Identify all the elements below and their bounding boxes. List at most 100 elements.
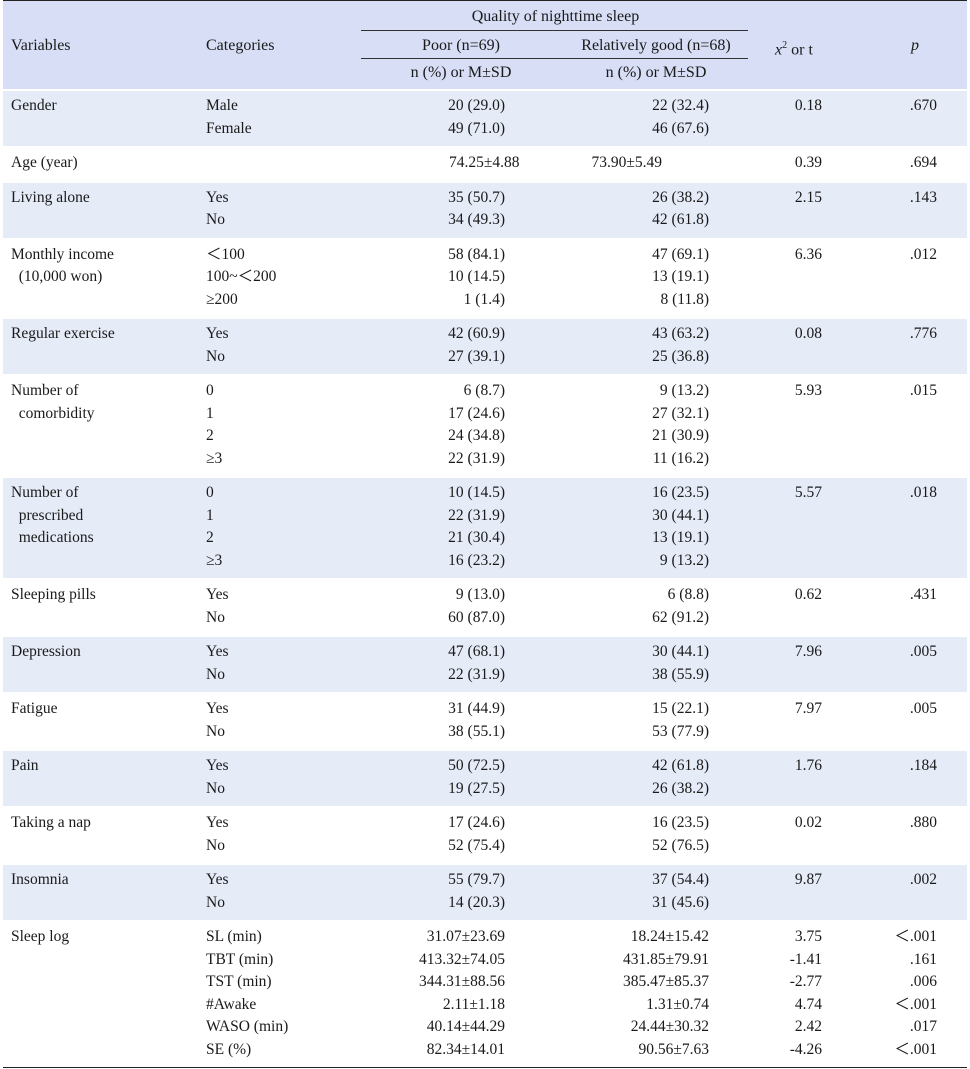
good-value-line: 30 (44.1)	[652, 643, 709, 660]
category-line: ≥200	[206, 290, 238, 308]
good-value-line: 31 (45.6)	[652, 893, 709, 911]
poor-value-cell: 58 (84.1) 10 (14.5) 1 (1.4)	[448, 244, 505, 312]
table-row: Fatigue Yes No 31 (44.9) 38 (55.1) 15 (22.1) 5…	[3, 692, 967, 751]
poor-value-cell: 31.07±23.69 413.32±74.05 344.31±88.56 2.11±…	[419, 926, 505, 1061]
variable-cell: Sleep log	[11, 926, 69, 949]
good-value-cell: 37 (54.4) 31 (45.6)	[652, 869, 709, 914]
header-variables: Variables	[11, 37, 71, 54]
good-value-cell: 15 (22.1) 53 (77.9)	[652, 698, 709, 743]
poor-value-line: 34 (49.3)	[448, 211, 505, 228]
p-value-line: .670	[909, 97, 937, 114]
statistic-line: 6.36	[794, 245, 822, 263]
good-value-line: 1.31±0.74	[646, 995, 709, 1013]
p-value-cell: .015	[910, 380, 937, 403]
age-poor-value: 74.25±4.88	[448, 154, 520, 171]
poor-value-cell: 50 (72.5) 19 (27.5)	[448, 755, 505, 800]
good-value-line: 37 (54.4)	[652, 871, 709, 888]
category-line: Yes	[206, 757, 229, 774]
category-cell: Yes No	[206, 755, 229, 800]
good-value-line: 42 (61.8)	[652, 757, 709, 774]
poor-value-cell: 9 (13.0) 60 (87.0)	[448, 584, 505, 629]
p-value-line: .431	[909, 586, 937, 603]
variable-line: Sleep log	[11, 928, 70, 945]
statistic-cell: 1.76	[795, 755, 822, 778]
category-line: 0	[206, 382, 214, 399]
poor-value-cell: 47 (68.1) 22 (31.9)	[448, 641, 505, 686]
good-value-line: 62 (91.2)	[652, 608, 709, 626]
good-value-line: 16 (23.5)	[652, 814, 709, 831]
poor-value-line: 24 (34.8)	[448, 427, 505, 444]
good-value-line: 53 (77.9)	[652, 722, 709, 740]
category-line: SL (min)	[206, 928, 262, 945]
poor-value-cell: 6 (8.7) 17 (24.6) 24 (34.8) 22 (31.9)	[448, 380, 505, 470]
poor-value-line: 27 (39.1)	[448, 347, 505, 365]
header-stat-rest: or t	[787, 41, 813, 59]
good-value-line: 15 (22.1)	[652, 700, 709, 717]
poor-value-line: 413.32±74.05	[418, 950, 505, 968]
poor-value-cell: 17 (24.6) 52 (75.4)	[448, 812, 505, 857]
variable-cell: Taking a nap	[11, 812, 91, 835]
header-good: Relatively good (n=68)	[581, 37, 731, 54]
poor-value-line: 47 (68.1)	[448, 643, 505, 660]
category-cell: Yes No	[206, 584, 229, 629]
poor-value-cell: 20 (29.0) 49 (71.0)	[448, 95, 505, 140]
variable-cell: Regular exercise	[11, 323, 115, 346]
statistic-line: 0.02	[794, 814, 822, 831]
variable-line: Age (year)	[11, 154, 78, 171]
p-value-cell: .670	[910, 95, 937, 118]
category-line: No	[206, 722, 225, 740]
category-cell: 0 1 2 ≥3	[206, 380, 222, 470]
good-value-line: 26 (38.2)	[652, 188, 709, 206]
statistic-line: 2.15	[794, 188, 822, 206]
poor-value-line: 1 (1.4)	[463, 290, 505, 308]
table-row: Pain Yes No 50 (72.5) 19 (27.5) 42 (61.8) 26 (…	[3, 749, 967, 808]
statistic-line: -1.41	[789, 950, 822, 968]
poor-value-line: 35 (50.7)	[448, 188, 505, 206]
table-row: Monthly income (10,000 won) ＜100 100~＜200 ≥…	[3, 237, 967, 319]
poor-value-line: 42 (60.9)	[448, 325, 505, 342]
statistic-cell: 7.97	[795, 698, 822, 721]
good-value-line: 47 (69.1)	[652, 245, 709, 263]
category-line: No	[206, 779, 225, 797]
good-value-cell: 16 (23.5) 52 (76.5)	[652, 812, 709, 857]
category-cell: SL (min) TBT (min) TST (min) #Awake WASO (mi…	[206, 926, 288, 1061]
good-value-cell: 47 (69.1) 13 (19.1) 8 (11.8)	[652, 244, 709, 312]
header-stat-x: x	[775, 41, 783, 59]
category-line: Male	[206, 97, 238, 114]
p-value-cell: .184	[910, 755, 937, 778]
category-cell: 0 1 2 ≥3	[206, 482, 222, 572]
category-cell: Male Female	[206, 95, 252, 140]
statistic-line: 0.18	[794, 97, 822, 114]
statistic-line: 3.75	[794, 928, 822, 945]
category-line: #Awake	[206, 995, 257, 1013]
category-line: Yes	[206, 700, 229, 717]
poor-value-line: 60 (87.0)	[448, 608, 505, 626]
statistic-line: -2.77	[789, 973, 822, 990]
category-line: SE (%)	[206, 1040, 252, 1058]
header-sub-rule	[361, 58, 748, 59]
header-stat-sup: 2	[782, 40, 788, 51]
good-value-line: 27 (32.1)	[652, 404, 709, 422]
category-line: No	[206, 893, 225, 911]
good-value-line: 13 (19.1)	[652, 529, 709, 546]
statistic-cell: 0.39	[795, 152, 822, 175]
poor-value-line: 22 (31.9)	[448, 665, 505, 683]
poor-value-cell: 31 (44.9) 38 (55.1)	[448, 698, 505, 743]
table-row: Sleep log SL (min) TBT (min) TST (min) #Awak…	[3, 920, 967, 1069]
statistic-line: -4.26	[789, 1040, 822, 1058]
p-value-cell: .880	[910, 812, 937, 835]
good-value-line: 16 (23.5)	[652, 484, 709, 501]
good-value-cell: 42 (61.8) 26 (38.2)	[652, 755, 709, 800]
variable-line: Fatigue	[11, 700, 58, 717]
variable-cell: Number of prescribed medications	[11, 482, 94, 550]
category-cell: Yes No	[206, 323, 229, 368]
p-value-cell: .005	[910, 698, 937, 721]
category-line: No	[206, 665, 225, 683]
good-value-line: 52 (76.5)	[652, 836, 709, 854]
header-sub-poor: n (%) or M±SD	[410, 64, 512, 81]
good-value-line: 26 (38.2)	[652, 779, 709, 797]
variable-cell: Gender	[11, 95, 57, 118]
good-value-line: 11 (16.2)	[652, 449, 709, 467]
variable-cell: Fatigue	[11, 698, 58, 721]
header-p: p	[911, 37, 919, 54]
